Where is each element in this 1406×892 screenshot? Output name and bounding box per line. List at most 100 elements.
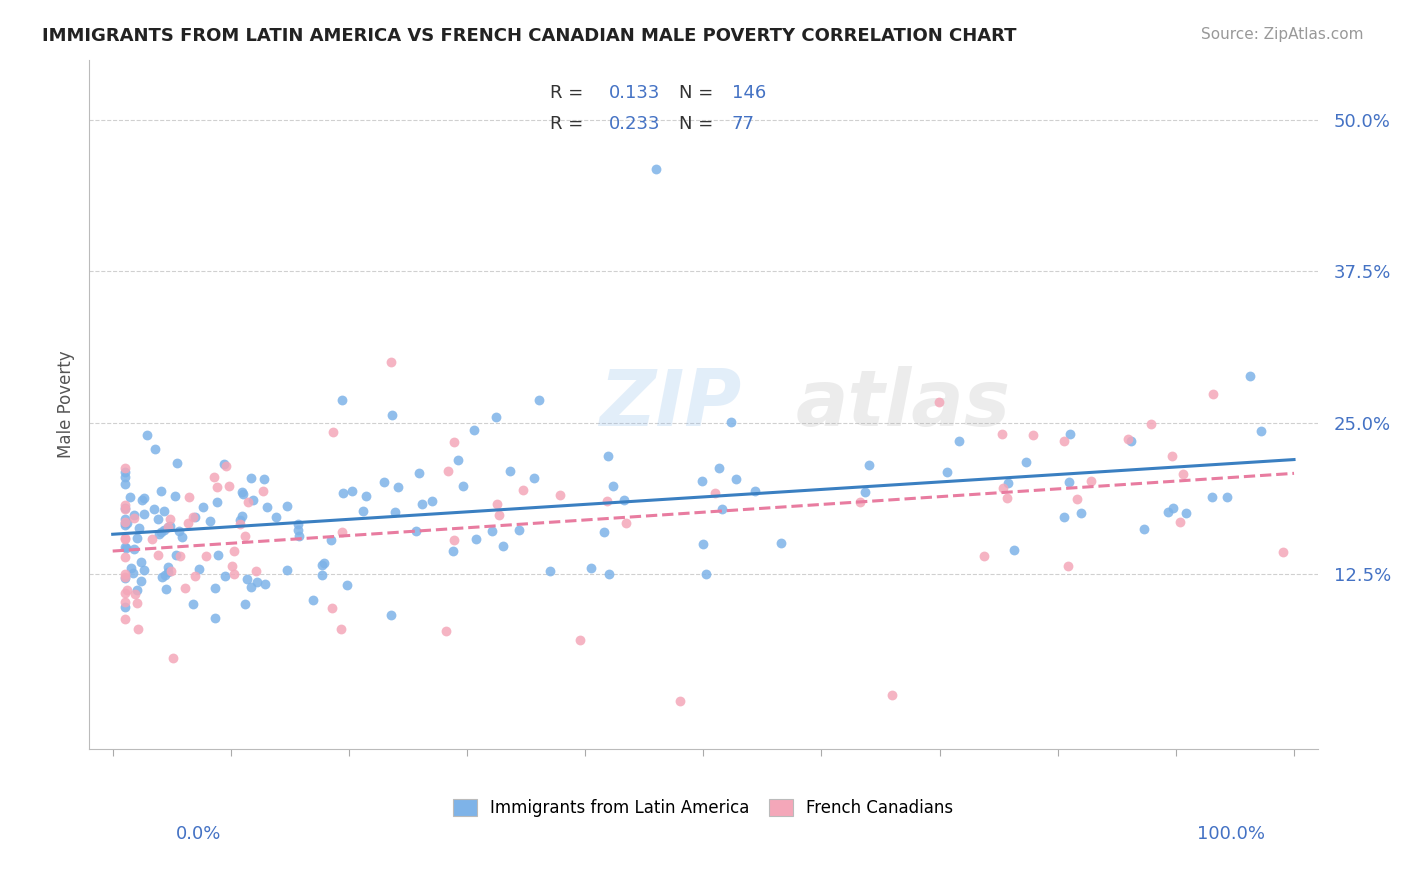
- Point: [114, 517, 136, 532]
- Point: [114, 515, 136, 529]
- Point: [602, 479, 624, 493]
- Point: [330, 524, 353, 539]
- Point: [332, 392, 354, 407]
- Point: [153, 503, 176, 517]
- Point: [1053, 509, 1076, 524]
- Point: [143, 442, 166, 457]
- Point: [193, 500, 215, 514]
- Point: [229, 513, 252, 527]
- Point: [991, 481, 1014, 495]
- Point: [157, 520, 180, 534]
- Point: [188, 562, 211, 576]
- Point: [538, 564, 561, 578]
- Point: [1053, 434, 1076, 448]
- Text: 77: 77: [731, 115, 755, 133]
- Point: [352, 504, 374, 518]
- Point: [114, 501, 136, 516]
- Point: [157, 520, 180, 534]
- Point: [232, 487, 254, 501]
- Point: [991, 427, 1014, 442]
- Point: [148, 527, 170, 541]
- Point: [131, 492, 153, 507]
- Point: [224, 544, 246, 558]
- Point: [114, 594, 136, 608]
- Point: [218, 479, 240, 493]
- Text: N =: N =: [679, 84, 718, 102]
- Point: [114, 470, 136, 484]
- Point: [342, 484, 364, 499]
- Point: [114, 571, 136, 585]
- Point: [744, 484, 766, 499]
- Point: [150, 524, 173, 539]
- Text: R =: R =: [550, 84, 589, 102]
- Point: [1160, 449, 1182, 463]
- Point: [114, 466, 136, 480]
- Point: [204, 582, 226, 596]
- Text: N =: N =: [679, 115, 718, 133]
- Point: [198, 515, 221, 529]
- Point: [853, 485, 876, 500]
- Point: [114, 570, 136, 584]
- Point: [114, 586, 136, 600]
- Point: [769, 536, 792, 550]
- Point: [233, 597, 256, 611]
- Point: [443, 435, 465, 450]
- Point: [125, 531, 148, 545]
- Point: [276, 499, 298, 513]
- Text: Source: ZipAtlas.com: Source: ZipAtlas.com: [1201, 27, 1364, 42]
- Text: atlas: atlas: [796, 367, 1011, 442]
- Point: [132, 564, 155, 578]
- Point: [202, 470, 225, 484]
- Point: [172, 530, 194, 544]
- Point: [287, 524, 309, 538]
- Point: [997, 476, 1019, 491]
- Point: [453, 479, 475, 493]
- Point: [205, 480, 228, 494]
- Point: [321, 601, 343, 615]
- Point: [233, 529, 256, 543]
- Point: [1216, 490, 1239, 504]
- Point: [668, 694, 690, 708]
- Point: [252, 483, 274, 498]
- Point: [1168, 515, 1191, 529]
- Point: [184, 510, 207, 524]
- Point: [485, 410, 508, 425]
- Point: [330, 622, 353, 636]
- Point: [128, 520, 150, 534]
- Point: [384, 505, 406, 519]
- Text: 0.233: 0.233: [609, 115, 661, 133]
- Point: [1271, 545, 1294, 559]
- Point: [135, 428, 157, 442]
- Point: [127, 596, 149, 610]
- Point: [117, 516, 139, 530]
- Point: [692, 537, 714, 551]
- Point: [114, 502, 136, 516]
- Point: [122, 508, 145, 522]
- Point: [165, 548, 187, 562]
- Point: [114, 531, 136, 545]
- Point: [131, 555, 153, 569]
- Point: [463, 423, 485, 437]
- Point: [194, 549, 217, 563]
- Point: [1059, 426, 1081, 441]
- Point: [529, 393, 551, 408]
- Point: [1202, 387, 1225, 401]
- Point: [122, 510, 145, 524]
- Point: [181, 510, 204, 524]
- Point: [207, 548, 229, 562]
- Point: [1121, 434, 1143, 448]
- Point: [995, 491, 1018, 505]
- Point: [1201, 491, 1223, 505]
- Point: [159, 565, 181, 579]
- Point: [302, 593, 325, 607]
- Point: [169, 549, 191, 564]
- Text: R =: R =: [550, 115, 589, 133]
- Point: [1250, 424, 1272, 438]
- Point: [122, 541, 145, 556]
- Point: [162, 650, 184, 665]
- Point: [114, 599, 136, 614]
- Point: [408, 466, 430, 480]
- Text: 146: 146: [731, 84, 766, 102]
- Point: [405, 524, 427, 539]
- Point: [238, 495, 260, 509]
